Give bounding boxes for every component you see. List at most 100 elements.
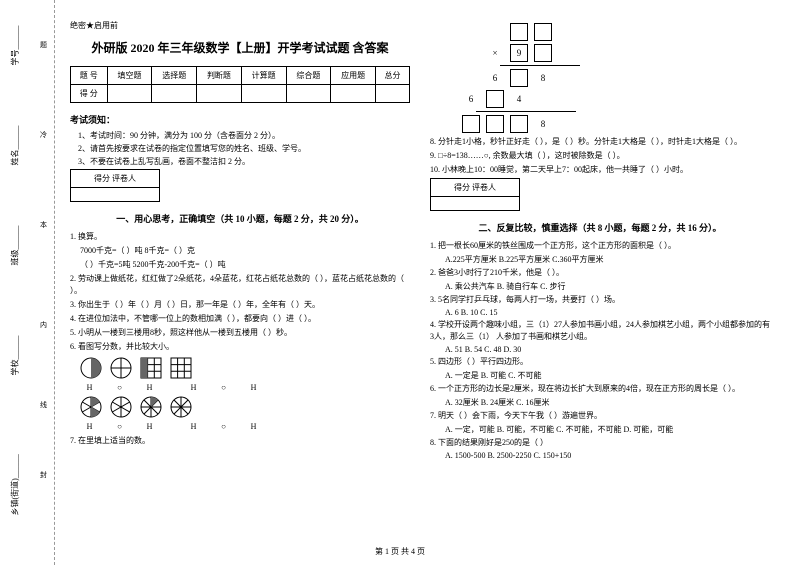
main-content: 绝密★启用前 外研版 2020 年三年级数学【上册】开学考试试题 含答案 题 号… <box>70 20 770 460</box>
th-1: 填空题 <box>107 67 152 85</box>
p2q1: 1. 把一根长60厘米的铁丝围成一个正方形，这个正方形的面积是（ ）。 <box>430 240 770 252</box>
th-3: 判断题 <box>197 67 242 85</box>
p2q8: 8. 下面的结果刚好是250的是（ ） <box>430 437 770 449</box>
grade-label: 得分 评卷人 <box>71 170 160 188</box>
mult-line <box>500 65 580 66</box>
mult-digit: 8 <box>534 73 552 83</box>
mark-1: 题 <box>40 40 47 50</box>
th-4: 计算题 <box>241 67 286 85</box>
p2q4-opts: A. 51 B. 54 C. 48 D. 30 <box>430 345 770 354</box>
grade-label-2: 得分 评卷人 <box>431 179 520 197</box>
q7: 7. 在里填上适当的数。 <box>70 435 410 447</box>
field-school: 学校______ <box>10 336 21 376</box>
mark-6: 封 <box>40 470 47 480</box>
circle-quarter-icon <box>110 357 132 379</box>
q3: 3. 你出生于（ ）年（ ）月（ ）日，那一年是（ ）年，全年有（ ）天。 <box>70 299 410 311</box>
circle-8-a-icon <box>140 396 162 418</box>
score-cell[interactable] <box>152 85 197 103</box>
grade-box-2: 得分 评卷人 <box>430 178 520 211</box>
score-cell[interactable] <box>241 85 286 103</box>
exam-title: 外研版 2020 年三年级数学【上册】开学考试试题 含答案 <box>70 39 410 56</box>
p2q8-opts: A. 1500-500 B. 2500-2250 C. 150+150 <box>430 451 770 460</box>
binding-margin: 学号______ 姓名______ 班级______ 学校______ 乡镇(街… <box>0 0 55 565</box>
circle-6-a-icon <box>80 396 102 418</box>
mult-box[interactable] <box>510 115 528 133</box>
mult-box[interactable] <box>486 115 504 133</box>
score-label: 得 分 <box>71 85 108 103</box>
score-cell[interactable] <box>376 85 410 103</box>
mark-2: 冷 <box>40 130 47 140</box>
p2q4: 4. 学校开设两个趣味小组，三（1）27人参加书画小组，24人参加棋艺小组，两个… <box>430 319 770 343</box>
secret-label: 绝密★启用前 <box>70 20 410 31</box>
mult-digit: 6 <box>462 94 480 104</box>
q2: 2. 劳动课上做纸花，红红做了2朵纸花，4朵蓝花，红花占纸花总数的（ ），蓝花占… <box>70 273 410 297</box>
page-footer: 第 1 页 共 4 页 <box>0 546 800 557</box>
mark-4: 内 <box>40 320 47 330</box>
mult-box[interactable] <box>462 115 480 133</box>
part1-title: 一、用心思考，正确填空（共 10 小题，每题 2 分，共 20 分）。 <box>70 212 410 225</box>
grade-cell[interactable] <box>71 188 160 202</box>
p2q7-opts: A. 一定，可能 B. 可能，不可能 C. 不可能，不可能 D. 可能，可能 <box>430 424 770 435</box>
mark-3: 本 <box>40 220 47 230</box>
score-cell[interactable] <box>286 85 331 103</box>
q9: 9. □÷8=138……○, 余数最大填（ ），这时被除数是（ ）。 <box>430 150 770 162</box>
q8: 8. 分针走1小格，秒针正好走（ ），是（ ）秒。分针走1大格是（ ），时针走1… <box>430 136 770 148</box>
p2q6-opts: A. 32厘米 B. 24厘米 C. 16厘米 <box>430 397 770 408</box>
mult-digit: 6 <box>486 73 504 83</box>
q5: 5. 小明从一楼到三楼用8秒，照这样他从一楼到五楼用（ ）秒。 <box>70 327 410 339</box>
grid-3x3-icon <box>140 357 162 379</box>
p2q2: 2. 爸爸3小时行了210千米，他是（ ）。 <box>430 267 770 279</box>
grade-box-1: 得分 评卷人 <box>70 169 160 202</box>
hoh-row-2: H○H H○H <box>80 422 410 431</box>
score-cell[interactable] <box>197 85 242 103</box>
score-cell[interactable] <box>331 85 376 103</box>
mult-digit: 4 <box>510 94 528 104</box>
circle-6-b-icon <box>110 396 132 418</box>
mult-box[interactable] <box>534 44 552 62</box>
mult-box[interactable] <box>510 23 528 41</box>
field-student-id: 学号______ <box>10 26 21 66</box>
grade-cell-2[interactable] <box>431 197 520 211</box>
th-0: 题 号 <box>71 67 108 85</box>
mult-box: 9 <box>510 44 528 62</box>
th-6: 应用题 <box>331 67 376 85</box>
mult-sign: × <box>486 48 504 58</box>
mult-box[interactable] <box>510 69 528 87</box>
field-class: 班级______ <box>10 226 21 266</box>
q6: 6. 看图写分数，并比较大小。 <box>70 341 410 353</box>
p2q3-opts: A. 6 B. 10 C. 15 <box>430 308 770 317</box>
p2q5: 5. 四边形（ ）平行四边形。 <box>430 356 770 368</box>
table-score-row: 得 分 <box>71 85 410 103</box>
mult-digit: 8 <box>534 119 552 129</box>
left-column: 绝密★启用前 外研版 2020 年三年级数学【上册】开学考试试题 含答案 题 号… <box>70 20 410 460</box>
mult-line-2 <box>476 111 576 112</box>
th-5: 综合题 <box>286 67 331 85</box>
field-name: 姓名______ <box>10 126 21 166</box>
q1-l1: 7000千克=（ ）吨 8千克=（ ）克 <box>70 245 410 257</box>
p2q2-opts: A. 乘公共汽车 B. 骑自行车 C. 步行 <box>430 281 770 292</box>
q1-l2: （ ）千克=5吨 5200千克-200千克=（ ）吨 <box>70 259 410 271</box>
multiplication-problem: × 9 6 8 6 4 8 <box>470 23 770 133</box>
p2q1-opts: A.225平方厘米 B.225平方厘米 C.360平方厘米 <box>430 254 770 265</box>
th-7: 总分 <box>376 67 410 85</box>
th-2: 选择题 <box>152 67 197 85</box>
q10: 10. 小林晚上10：00睡觉，第二天早上7：00起床，他一共睡了（ ）小时。 <box>430 164 770 176</box>
grid-3x3-b-icon <box>170 357 192 379</box>
score-cell[interactable] <box>107 85 152 103</box>
field-town: 乡镇(街道)______ <box>10 454 21 515</box>
mult-box[interactable] <box>486 90 504 108</box>
p2q6: 6. 一个正方形的边长是2厘米，现在将边长扩大到原来的4倍，现在正方形的周长是（… <box>430 383 770 395</box>
p2q3: 3. 5名同学打乒乓球，每两人打一场，共要打（ ）场。 <box>430 294 770 306</box>
circle-8-b-icon <box>170 396 192 418</box>
table-header-row: 题 号 填空题 选择题 判断题 计算题 综合题 应用题 总分 <box>71 67 410 85</box>
mult-box[interactable] <box>534 23 552 41</box>
notice-1: 1、考试时间：90 分钟，满分为 100 分（含卷面分 2 分）。 <box>70 130 410 141</box>
hoh-row-1: H○H H○H <box>80 383 410 392</box>
shapes-row-2 <box>80 396 410 418</box>
shapes-row-1 <box>80 357 410 379</box>
circle-half-icon <box>80 357 102 379</box>
q1: 1. 换算。 <box>70 231 410 243</box>
p2q7: 7. 明天（ ）会下雨，今天下午我（ ）游遍世界。 <box>430 410 770 422</box>
notice-2: 2、请首先按要求在试卷的指定位置填写您的姓名、班级、学号。 <box>70 143 410 154</box>
mark-5: 线 <box>40 400 47 410</box>
